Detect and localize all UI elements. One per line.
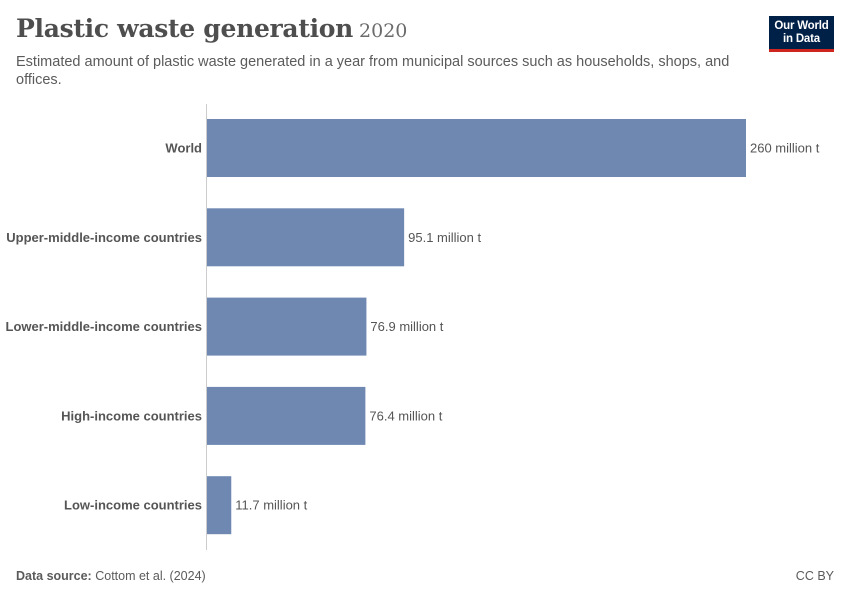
bar-2[interactable] [207, 297, 367, 356]
chart-year: 2020 [359, 20, 408, 42]
owid-logo[interactable]: Our World in Data [769, 16, 834, 52]
category-label-1: Upper-middle-income countries [6, 230, 202, 245]
value-label-3: 76.4 million t [369, 408, 442, 423]
data-source: Data source: Cottom et al. (2024) [16, 569, 206, 583]
value-label-1: 95.1 million t [408, 230, 481, 245]
chart-subtitle: Estimated amount of plastic waste genera… [16, 54, 730, 88]
data-source-label: Data source: [16, 569, 92, 583]
category-label-0: World [165, 141, 202, 156]
logo-line-1: Our World [774, 20, 829, 32]
category-label-2: Lower-middle-income countries [6, 319, 202, 334]
bar-4[interactable] [207, 476, 232, 535]
value-label-4: 11.7 million t [235, 498, 307, 513]
value-label-0: 260 million t [750, 141, 820, 156]
bar-0[interactable] [207, 119, 746, 177]
category-label-3: High-income countries [61, 408, 202, 423]
data-source-link[interactable]: Cottom et al. (2024) [95, 569, 206, 583]
category-label-4: Low-income countries [64, 498, 202, 513]
bar-3[interactable] [207, 386, 366, 445]
bar-1[interactable] [207, 208, 405, 267]
license-label[interactable]: CC BY [795, 569, 834, 583]
logo-line-2: in Data [783, 33, 820, 45]
chart-title-row: Plastic waste generation 2020 [16, 14, 407, 43]
chart-title: Plastic waste generation [16, 14, 354, 43]
value-label-2: 76.9 million t [370, 319, 443, 334]
